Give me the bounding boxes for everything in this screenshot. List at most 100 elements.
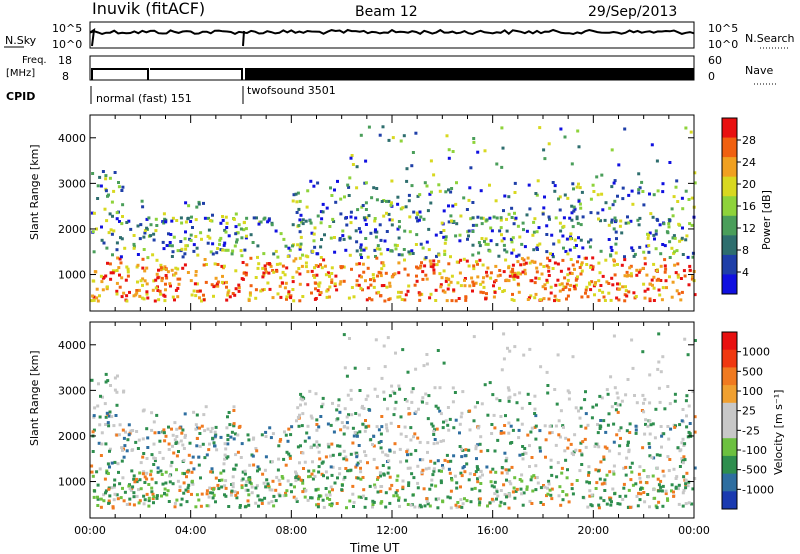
power-colorbar-cell [722,254,737,275]
velocity-cell [468,409,472,413]
power-cell [225,221,229,225]
velocity-cell [539,365,543,369]
power-cell [567,267,571,271]
velocity-cell [502,483,506,487]
power-cell [496,274,500,278]
power-cell [328,295,331,299]
power-cell [505,229,509,233]
velocity-cell [224,486,228,490]
power-cell [415,211,419,215]
freq-label-2: [MHz] [6,68,35,79]
power-cell [364,237,368,240]
velocity-cell [657,360,661,364]
power-cell [677,292,681,296]
power-cell [580,269,584,273]
velocity-cell [369,438,373,442]
velocity-cell [171,482,175,486]
velocity-cell [693,477,697,480]
power-cell [384,271,388,275]
velocity-cell [309,414,313,418]
power-cell [471,216,475,220]
velocity-cell [171,444,174,448]
velocity-cell [378,471,382,475]
velocity-cell [661,469,665,473]
power-cell [511,263,515,267]
power-cell [547,215,551,219]
power-cell [184,230,187,234]
velocity-cell [617,429,621,432]
velocity-cell [106,462,110,466]
velocity-cell [205,489,209,493]
velocity-cell [437,497,441,501]
power-cell [476,275,480,279]
velocity-cell [439,412,443,416]
velocity-cell [618,403,622,407]
velocity-cell [683,337,687,341]
power-cell [439,231,443,234]
velocity-cell [379,501,383,505]
velocity-cell [569,442,573,446]
power-cell [599,284,603,287]
velocity-cell [493,426,497,430]
power-cell [278,262,282,266]
power-cell [235,240,238,244]
velocity-cell [312,469,316,473]
velocity-cell [288,454,292,458]
velocity-cell [393,391,397,395]
velocity-cell [476,401,479,405]
power-cell [175,219,179,222]
power-cell [668,275,671,279]
power-cell [510,240,514,244]
power-cell [522,228,525,232]
power-cell [488,216,492,220]
power-cell [298,299,302,303]
velocity-cell [153,457,157,460]
power-cell [647,250,651,254]
velocity-cell [693,339,697,342]
velocity-cell [525,485,529,489]
velocity-cell [502,332,506,336]
velocity-cell [338,444,342,448]
power-cell [385,211,388,215]
power-cell [105,285,109,289]
power-cell [553,189,557,193]
velocity-cell [525,487,529,491]
velocity-cell [382,472,386,476]
power-cell [226,248,230,252]
power-cell [630,274,633,278]
power-cell [366,286,370,290]
power-cell [397,253,401,257]
power-cell [251,241,255,244]
velocity-cell [405,399,409,403]
power-cell [596,211,600,215]
velocity-cell [192,467,196,471]
velocity-cell [321,498,325,502]
velocity-cell [405,450,409,454]
velocity-cell [564,493,568,497]
velocity-cell [355,455,359,459]
velocity-cell [104,380,108,384]
freq-tick-bottom: 8 [62,70,69,83]
power-cell [561,258,565,262]
power-cell [408,215,412,219]
velocity-cell [113,460,117,464]
velocity-cell [224,494,228,498]
velocity-cell [355,434,359,438]
power-cell [443,241,447,245]
power-cell [164,288,167,292]
power-cell [442,235,446,239]
power-cell [522,258,526,262]
power-cell [403,267,407,271]
power-cell [525,213,529,217]
velocity-cell [208,442,211,446]
velocity-cell [108,449,111,453]
velocity-cell [150,453,154,457]
power-cell [156,276,160,280]
velocity-cell [278,482,282,486]
velocity-cell [492,485,496,489]
power-cell [693,171,697,175]
velocity-cell [399,460,403,464]
velocity-cell [226,415,229,419]
power-cell [630,189,634,193]
velocity-cell [485,465,489,469]
